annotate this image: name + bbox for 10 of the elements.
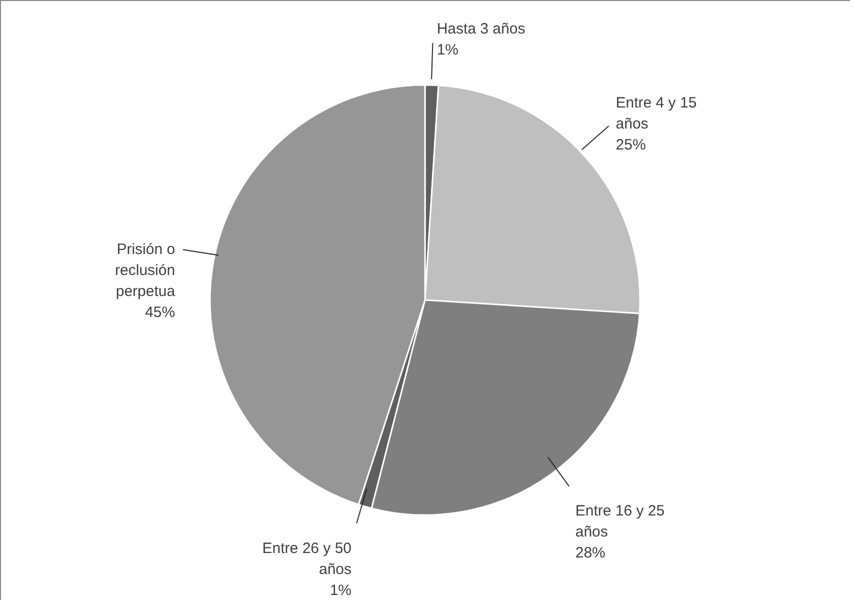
- data-label: 1%: [436, 42, 459, 59]
- data-label: 28%: [575, 544, 606, 562]
- slice-label: Entre 4 y 15 años: [616, 94, 697, 132]
- slice-label: Entre 16 y 25 años: [575, 502, 665, 540]
- data-label: 25%: [616, 136, 646, 154]
- slice-label: Hasta 3 años: [436, 20, 526, 38]
- data-label: 45%: [145, 304, 176, 322]
- data-label: 1%: [330, 582, 352, 600]
- slice-label: Prisión o reclusión perpetua: [115, 241, 176, 300]
- slice-label: Entre 26 y 50 años: [262, 540, 352, 578]
